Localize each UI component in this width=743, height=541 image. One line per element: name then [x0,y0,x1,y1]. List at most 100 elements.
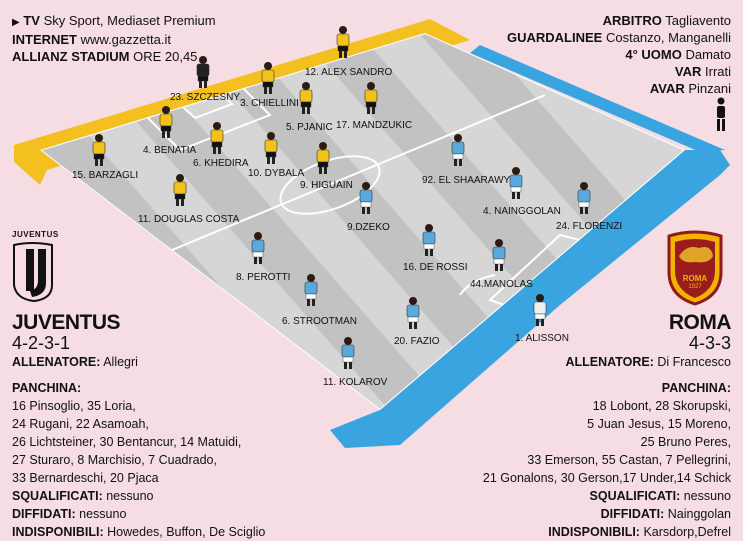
juventus-bench-line: 27 Sturaro, 8 Marchisio, 7 Cuadrado, [12,453,217,467]
roma-player-label: 8. PEROTTI [236,272,290,283]
internet-label: INTERNET [12,32,77,47]
roma-player: 24. FLORENZI [556,182,622,232]
roma-player: 8. PEROTTI [236,232,290,283]
juventus-player-label: 4. BENATIA [143,145,196,156]
roma-name: ROMA [668,311,732,334]
referee-icon [717,97,725,131]
roma-logo: ROMA 1927 [665,230,725,306]
roma-player-label: 92. EL SHAARAWY [422,175,511,186]
fourth-official-label: 4° UOMO [625,47,682,62]
juventus-bench-label: PANCHINA: [12,381,82,395]
juventus-suspended-label: SQUALIFICATI: [12,489,103,503]
linesmen-label: GUARDALINEE [507,30,603,45]
juventus-player: 23. SZCZESNY [170,56,240,103]
roma-player-label: 24. FLORENZI [556,221,622,232]
fourth-official-value: Damato [685,47,731,62]
roma-warned: Nainggolan [667,507,731,521]
juventus-player: 9. HIGUAIN [300,142,353,191]
internet-value: www.gazzetta.it [80,32,171,47]
roma-bench-line: 25 Bruno Peres, [640,435,731,449]
roma-warned-label: DIFFIDATI: [600,507,665,521]
roma-player: 20. FAZIO [394,297,440,347]
broadcast-info: ▶ TV Sky Sport, Mediaset Premium INTERNE… [12,12,216,65]
roma-logo-year: 1927 [688,284,702,290]
juventus-bench-line: 33 Bernardeschi, 20 Pjaca [12,471,159,485]
roma-unavailable: Karsdorp,Defrel [643,525,731,539]
juventus-warned: nessuno [79,507,127,521]
roma-unavailable-label: INDISPONIBILI: [548,525,640,539]
roma-player: 6. STROOTMAN [282,274,357,327]
juventus-player-label: 23. SZCZESNY [170,92,240,103]
roma-suspended: nessuno [683,489,731,503]
juventus-suspended: nessuno [106,489,154,503]
venue-label: ALLIANZ STADIUM [12,49,130,64]
roma-bench-line: 21 Gonalons, 30 Gerson,17 Under,14 Schic… [482,471,731,485]
roma-side-border [330,150,730,448]
roma-player-label: 1. ALISSON [515,333,569,344]
juventus-player: 4. BENATIA [143,106,196,156]
tv-value: Sky Sport, Mediaset Premium [43,13,216,28]
juventus-team-block: JUVENTUS 4-2-3-1 ALLENATORE: Allegri PAN… [12,312,265,541]
roma-player: 9.DZEKO [347,182,390,233]
roma-player-label: 4. NAINGGOLAN [483,206,561,217]
roma-player-label: 9.DZEKO [347,222,390,233]
juventus-player-label: 17. MANDZUKIC [336,120,412,131]
roma-suspended-label: SQUALIFICATI: [589,489,681,503]
roma-player: 11. KOLAROV [323,337,388,388]
juventus-player-label: 9. HIGUAIN [300,180,353,191]
linesmen-value: Costanzo, Manganelli [605,30,731,45]
juventus-player-label: 15. BARZAGLI [72,170,138,181]
var-label: VAR [674,64,702,79]
avar-label: AVAR [649,81,685,96]
juventus-player-label: 5. PJANIC [286,122,333,133]
roma-player-label: 20. FAZIO [394,336,440,347]
juventus-formation: 4-2-3-1 [12,333,71,353]
juventus-player: 17. MANDZUKIC [336,82,412,131]
juventus-logo-text: JUVENTUS [12,230,59,239]
roma-player: 44.MANOLAS [470,239,533,290]
officials-info: ARBITRO Tagliavento GUARDALINEE Costanzo… [507,12,731,97]
juventus-player-label: 3. CHIELLINI [240,98,299,109]
roma-bench-line: 33 Emerson, 55 Castan, 7 Pellegrini, [527,453,731,467]
juventus-warned-label: DIFFIDATI: [12,507,76,521]
juventus-player-label: 6. KHEDIRA [193,158,249,169]
roma-coach-label: ALLENATORE: [565,355,654,369]
referee-value: Tagliavento [665,13,731,28]
juventus-player: 6. KHEDIRA [193,122,249,169]
roma-side-border-top [470,45,725,152]
juventus-player: 5. PJANIC [286,82,333,133]
avar-value: Pinzani [688,81,731,96]
juventus-player-label: 12. ALEX SANDRO [305,67,392,78]
tv-label: TV [23,13,40,28]
juventus-unavailable: Howedes, Buffon, De Sciglio [107,525,266,539]
play-icon: ▶ [12,17,20,28]
juventus-player: 11. DOUGLAS COSTA [138,174,240,225]
juventus-coach-label: ALLENATORE: [12,355,101,369]
juventus-unavailable-label: INDISPONIBILI: [12,525,104,539]
roma-coach: Di Francesco [657,355,731,369]
juventus-player-label: 11. DOUGLAS COSTA [138,214,240,225]
juventus-player: 15. BARZAGLI [72,134,138,181]
juventus-player: 12. ALEX SANDRO [305,26,392,78]
roma-player-label: 44.MANOLAS [470,279,533,290]
roma-player: 1. ALISSON [515,294,569,344]
roma-bench-line: 5 Juan Jesus, 15 Moreno, [587,417,731,431]
roma-player: 16. DE ROSSI [403,224,467,273]
roma-formation: 4-3-3 [688,333,731,353]
juventus-coach: Allegri [103,355,138,369]
roma-team-block: ROMA 4-3-3 ALLENATORE: Di Francesco PANC… [482,311,732,541]
juventus-player: 10. DYBALA [248,132,304,179]
var-value: Irrati [705,64,731,79]
referee-label: ARBITRO [602,13,662,28]
roma-player: 92. EL SHAARAWY [422,134,511,186]
roma-player-label: 11. KOLAROV [323,377,388,388]
juventus-player-label: 10. DYBALA [248,168,304,179]
roma-bench-line: 18 Lobont, 28 Skorupski, [592,399,731,413]
juventus-bench-line: 24 Rugani, 22 Asamoah, [12,417,149,431]
roma-player-label: 6. STROOTMAN [282,316,357,327]
juventus-bench-line: 16 Pinsoglio, 35 Loria, [12,399,136,413]
juventus-name: JUVENTUS [12,311,121,334]
juventus-player: 3. CHIELLINI [240,62,299,109]
